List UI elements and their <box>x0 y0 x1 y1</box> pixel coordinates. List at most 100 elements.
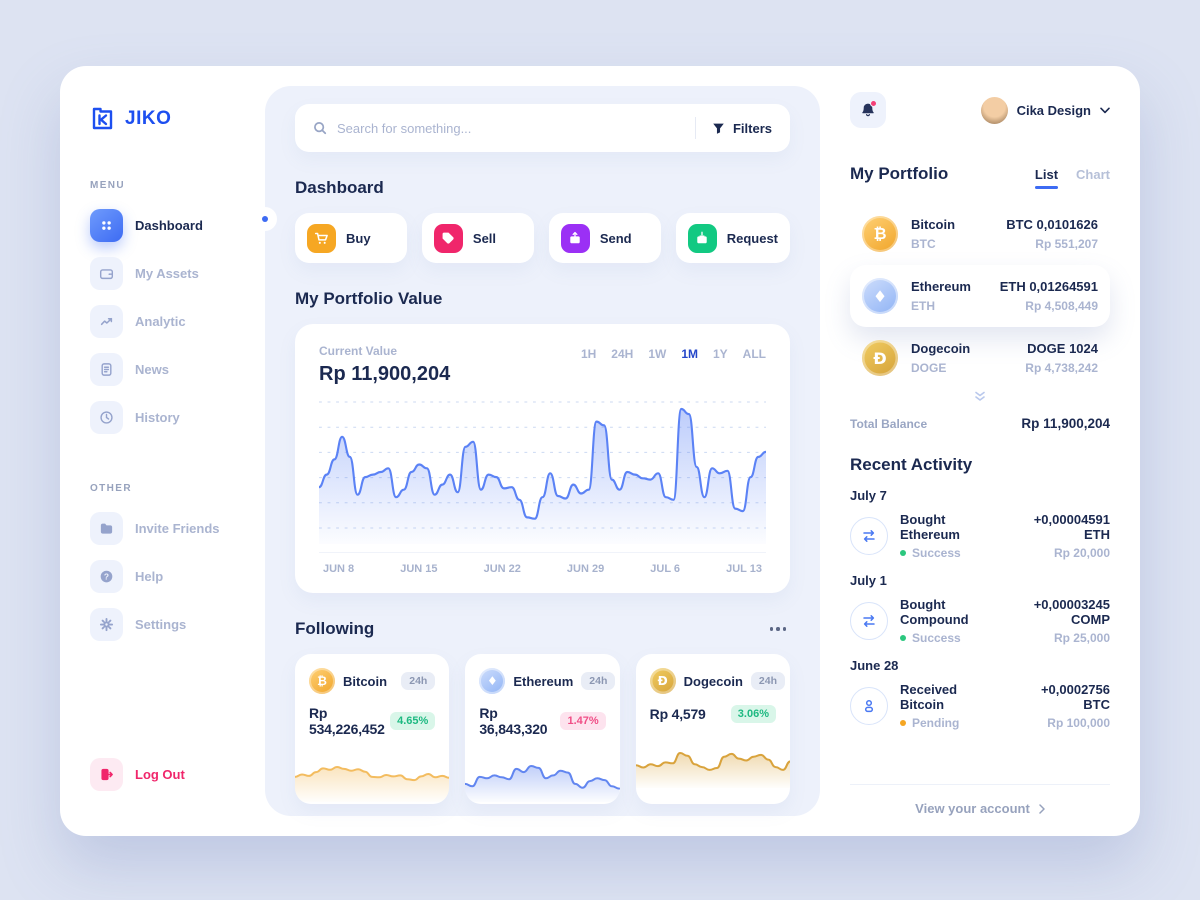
sell-label: Sell <box>472 230 497 246</box>
sidebar-item-analytic[interactable]: Analytic <box>90 305 239 338</box>
chevron-down-icon <box>1100 107 1110 113</box>
range-1m[interactable]: 1M <box>681 347 698 361</box>
search-input[interactable] <box>337 120 679 136</box>
buy-button[interactable]: Buy <box>295 213 407 263</box>
folder-icon <box>90 512 123 545</box>
view-account-link[interactable]: View your account <box>850 784 1110 816</box>
sidebar-item-invite-friends[interactable]: Invite Friends <box>90 512 239 545</box>
total-balance-value: Rp 11,900,204 <box>1021 416 1110 431</box>
ethereum-sparkline <box>465 746 620 802</box>
activity-value: Rp 100,000 <box>1047 716 1110 730</box>
asset-value: Rp 4,508,449 <box>1025 299 1098 313</box>
activity-item-bought-compound[interactable]: Bought Compound Success +0,00003245 COMP… <box>850 597 1110 645</box>
activity-item-bought-ethereum[interactable]: Bought Ethereum Success +0,00004591 ETH … <box>850 512 1110 560</box>
sidebar-item-history[interactable]: History <box>90 401 239 434</box>
activity-status: Success <box>900 631 999 645</box>
portfolio-asset-bitcoin[interactable]: ₿ Bitcoin BTC BTC 0,0101626 Rp 551,207 <box>850 203 1110 265</box>
following-card-dogecoin[interactable]: Ð Dogecoin 24h Rp 4,579 3.06% <box>635 654 790 804</box>
activity-amount: +0,00003245 COMP <box>1033 597 1110 627</box>
request-button[interactable]: Request <box>675 213 791 263</box>
change-badge: 1.47% <box>560 712 606 730</box>
user-menu[interactable]: Cika Design <box>980 96 1110 124</box>
portfolio-asset-list: ₿ Bitcoin BTC BTC 0,0101626 Rp 551,207 ♦… <box>850 203 1110 389</box>
user-name: Cika Design <box>1016 102 1091 118</box>
asset-amount: BTC 0,0101626 <box>1006 217 1098 232</box>
sidebar-other-section: OTHER Invite Friends ? Help <box>90 483 239 656</box>
dogecoin-coin-icon: Ð <box>649 668 676 694</box>
notifications-button[interactable] <box>850 92 886 128</box>
tab-list[interactable]: List <box>1034 167 1059 189</box>
wallet-icon <box>90 257 123 290</box>
send-button[interactable]: Send <box>548 213 661 263</box>
current-value-label: Current Value <box>319 344 398 358</box>
filters-label: Filters <box>732 120 772 136</box>
asset-value: Rp 551,207 <box>1035 237 1098 251</box>
activity-status: Success <box>900 546 1000 560</box>
sidebar-item-label: Settings <box>135 617 187 632</box>
menu-section-label: MENU <box>90 180 126 191</box>
sidebar-item-settings[interactable]: Settings <box>90 608 239 641</box>
tab-chart[interactable]: Chart <box>1076 167 1110 182</box>
exchange-icon <box>850 602 888 640</box>
status-dot <box>900 720 906 726</box>
double-chevron-down-icon <box>975 391 985 401</box>
following-cards: ₿ Bitcoin 24h Rp 534,226,452 4.65% ♦ <box>295 654 790 804</box>
send-label: Send <box>599 230 632 246</box>
gear-icon <box>90 608 123 641</box>
bitcoin-sparkline <box>295 746 450 802</box>
sidebar-item-help[interactable]: ? Help <box>90 560 239 593</box>
x-tick: JUL 6 <box>650 563 681 575</box>
sidebar: JIKO MENU Dashboard My Assets Analytic <box>60 66 265 836</box>
range-24h[interactable]: 24H <box>611 347 634 361</box>
range-1h[interactable]: 1H <box>580 347 597 361</box>
logout-icon <box>90 758 123 791</box>
main-content-panel: Filters Dashboard Buy Sell <box>253 86 820 816</box>
range-all[interactable]: ALL <box>742 347 766 361</box>
sidebar-item-my-assets[interactable]: My Assets <box>90 257 239 290</box>
coin-price: Rp 36,843,320 <box>479 705 548 737</box>
help-icon: ? <box>90 560 123 593</box>
chart-x-axis: JUN 8 JUN 15 JUN 22 JUN 29 JUL 6 JUL 13 <box>319 552 766 581</box>
activity-group: June 28 Received Bitcoin Pending +0,0002… <box>850 645 1110 730</box>
app-title: JIKO <box>125 108 172 129</box>
activity-item-received-bitcoin[interactable]: Received Bitcoin Pending +0,0002756 BTC … <box>850 682 1110 730</box>
more-options-icon[interactable] <box>766 623 791 635</box>
sell-button[interactable]: Sell <box>421 213 534 263</box>
activity-title: Bought Ethereum <box>900 512 960 542</box>
activity-value: Rp 20,000 <box>1053 546 1110 560</box>
x-tick: JUN 29 <box>566 563 605 575</box>
activity-title: Received Bitcoin <box>900 682 958 712</box>
portfolio-value-chart-card: Current Value Rp 11,900,204 1H 24H 1W 1M… <box>295 324 790 593</box>
filters-button[interactable]: Filters <box>712 121 772 136</box>
coin-name: Ethereum <box>513 673 574 689</box>
total-balance-label: Total Balance <box>850 416 928 431</box>
logout-button[interactable]: Log Out <box>90 758 239 791</box>
range-1y[interactable]: 1Y <box>712 347 728 361</box>
sidebar-item-news[interactable]: News <box>90 353 239 386</box>
analytics-chart-icon <box>90 305 123 338</box>
ethereum-coin-icon: ♦ <box>479 668 506 694</box>
sidebar-item-label: Help <box>135 569 164 584</box>
following-card-bitcoin[interactable]: ₿ Bitcoin 24h Rp 534,226,452 4.65% <box>295 654 450 804</box>
portfolio-asset-ethereum[interactable]: ♦ Ethereum ETH ETH 0,01264591 Rp 4,508,4… <box>850 265 1110 327</box>
notification-dot <box>870 100 877 107</box>
other-section-label: OTHER <box>90 483 132 494</box>
portfolio-view-tabs: List Chart <box>1034 167 1110 189</box>
activity-date: July 7 <box>850 488 887 503</box>
asset-symbol: BTC <box>911 237 936 251</box>
portfolio-asset-dogecoin[interactable]: Ð Dogecoin DOGE DOGE 1024 Rp 4,738,242 <box>850 327 1110 389</box>
following-card-ethereum[interactable]: ♦ Ethereum 24h Rp 36,843,320 1.47% <box>465 654 620 804</box>
sidebar-item-dashboard[interactable]: Dashboard <box>90 209 239 242</box>
asset-amount: ETH 0,01264591 <box>999 279 1098 294</box>
dashboard-title: Dashboard <box>295 178 384 197</box>
coin-price: Rp 4,579 <box>649 706 706 722</box>
activity-amount: +0,00004591 ETH <box>1033 512 1110 542</box>
range-1w[interactable]: 1W <box>648 347 667 361</box>
activity-date: June 28 <box>850 658 899 673</box>
dogecoin-sparkline <box>635 732 790 788</box>
activity-group: July 7 Bought Ethereum Success +0,000045… <box>850 475 1110 560</box>
asset-name: Bitcoin <box>911 217 956 232</box>
activity-value: Rp 25,000 <box>1053 631 1110 645</box>
expand-assets-button[interactable] <box>974 391 986 402</box>
